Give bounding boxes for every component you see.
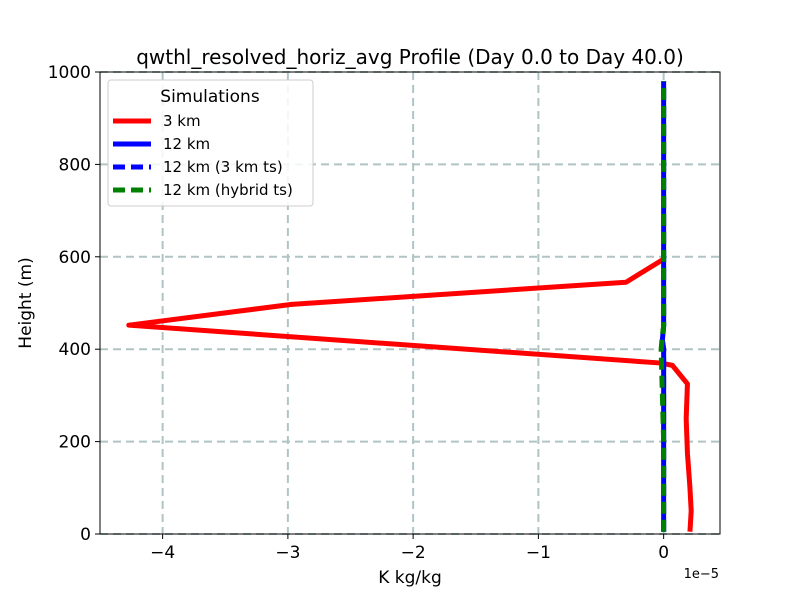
x-tick-label: −1 xyxy=(526,543,551,563)
x-tick-label: −4 xyxy=(150,543,175,563)
x-tick-label: 0 xyxy=(658,543,669,563)
x-tick-label: −3 xyxy=(275,543,300,563)
legend: Simulations 3 km 12 km 12 km (3 km ts) 12 km… xyxy=(107,79,314,207)
y-axis-label: Height (m) xyxy=(16,257,36,348)
series-line-4 xyxy=(658,81,667,532)
x-tick-label: −2 xyxy=(401,543,426,563)
legend-label: 12 km (3 km ts) xyxy=(163,158,283,176)
y-tick-label: 400 xyxy=(59,340,91,360)
legend-label: 12 km (hybrid ts) xyxy=(163,181,293,199)
series-layer xyxy=(126,81,694,532)
y-tick-label: 0 xyxy=(80,525,91,545)
y-axis: 0 200 400 600 800 1000 xyxy=(48,63,100,545)
legend-label: 3 km xyxy=(163,112,201,130)
x-axis-label: K kg/kg xyxy=(378,568,442,588)
y-tick-label: 200 xyxy=(59,433,91,453)
y-tick-label: 800 xyxy=(59,155,91,175)
chart-title: qwthl_resolved_horiz_avg Profile (Day 0.… xyxy=(136,45,684,69)
legend-label: 12 km xyxy=(163,135,210,153)
legend-title: Simulations xyxy=(160,87,260,107)
y-tick-label: 600 xyxy=(59,248,91,268)
series-line-1 xyxy=(126,256,694,532)
x-multiplier-label: 1e−5 xyxy=(684,567,719,582)
y-tick-label: 1000 xyxy=(48,63,91,83)
plot-frame xyxy=(99,71,721,535)
legend-box xyxy=(107,79,314,207)
x-axis: −4 −3 −2 −1 0 xyxy=(150,534,669,563)
